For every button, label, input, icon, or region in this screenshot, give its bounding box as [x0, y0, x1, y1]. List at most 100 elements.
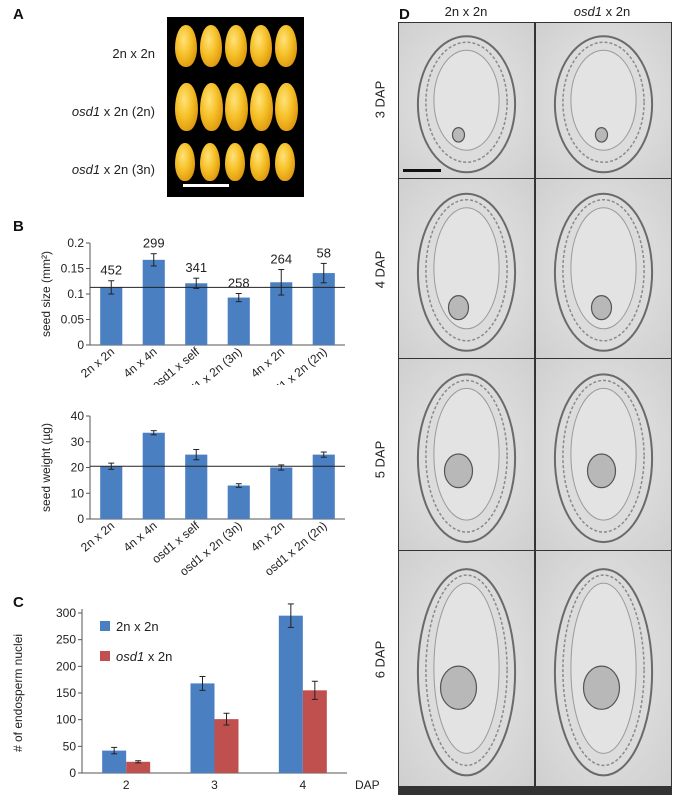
y-tick-label: 0 — [77, 512, 84, 526]
micrograph-cell — [535, 359, 671, 550]
endosperm-cavity — [569, 49, 637, 151]
data-label: 341 — [185, 260, 207, 275]
micrograph-cell — [399, 179, 534, 358]
seed-section-drawing — [416, 373, 517, 544]
micrograph-column-label: osd1 x 2n — [537, 4, 667, 19]
seed-row-label-text: 2n x 2n — [112, 46, 155, 61]
bar — [278, 615, 303, 773]
seed — [250, 83, 273, 131]
seed-inner-layer — [561, 574, 645, 767]
seed — [250, 25, 272, 67]
data-label: 258 — [228, 275, 250, 290]
seed-section-drawing — [553, 192, 653, 352]
bar — [126, 761, 151, 773]
seed-row-label: osd1 x 2n (3n) — [72, 162, 155, 177]
seed-section-drawing — [553, 568, 653, 777]
embryo — [451, 127, 466, 143]
y-tick-label: 0 — [77, 338, 84, 352]
seed-section-drawing — [416, 568, 517, 777]
seed-inner-layer — [561, 198, 645, 342]
seed-inner-layer — [425, 574, 508, 767]
legend-label-prefix: osd1 — [116, 649, 144, 664]
seed — [200, 25, 222, 67]
bar — [102, 750, 127, 773]
embryo — [443, 453, 474, 489]
seed-section-drawing — [553, 373, 653, 544]
y-tick-label: 200 — [56, 659, 76, 673]
y-tick-label: 40 — [71, 409, 85, 423]
legend-swatch — [100, 621, 110, 631]
seed — [175, 25, 197, 67]
y-tick-label: 20 — [71, 461, 85, 475]
embryo — [447, 294, 470, 321]
y-tick-label: 10 — [71, 486, 85, 500]
data-label: 58 — [317, 245, 331, 260]
y-axis-label: seed size (mm²) — [39, 251, 53, 337]
micrograph-cell — [535, 179, 671, 358]
category-label: 4n x 2n — [248, 519, 287, 555]
column-label-text: 2n x 2n — [444, 4, 488, 19]
scale-bar — [183, 184, 229, 187]
x-axis-label: DAP — [355, 778, 380, 792]
bar — [100, 287, 123, 345]
bar — [214, 719, 239, 773]
seed-row-label-prefix: osd1 — [71, 162, 101, 177]
seed-row-label-text: x 2n (2n) — [100, 104, 155, 119]
seed-row-label: osd1 x 2n (2n) — [72, 104, 155, 119]
y-tick-label: 0.15 — [61, 262, 85, 276]
panel-letter-b: B — [13, 218, 24, 235]
seed — [225, 25, 247, 67]
micrograph-row-label: 4 DAP — [372, 250, 388, 289]
y-tick-label: 30 — [71, 435, 85, 449]
seed — [200, 143, 220, 181]
bar — [270, 467, 293, 519]
seed-inner-layer — [425, 198, 508, 342]
data-label: 264 — [270, 252, 292, 267]
embryo — [582, 665, 620, 710]
seed — [275, 143, 295, 181]
endosperm-nuclei-chart: 0 50 100 150 200 250 300 # of endosperm nuclei 2… — [11, 603, 380, 792]
seed — [275, 25, 297, 67]
seed-inner-layer — [561, 379, 645, 533]
seed — [200, 83, 223, 131]
seed — [175, 83, 198, 131]
bar — [312, 454, 335, 519]
bar — [227, 297, 250, 345]
seed — [175, 143, 195, 181]
micrograph-row-label: 5 DAP — [372, 440, 388, 479]
legend-label: 2n x 2n — [116, 619, 159, 634]
category-label: 4n x 4n — [121, 519, 160, 555]
seed-inner-layer — [425, 379, 508, 533]
bar — [227, 485, 250, 519]
scale-bar — [403, 168, 441, 172]
data-label: 452 — [100, 263, 122, 278]
legend-swatch — [100, 651, 110, 661]
bar — [142, 432, 165, 519]
bar — [312, 273, 335, 345]
endosperm-cavity — [433, 387, 500, 521]
seed-inner-layer — [561, 41, 645, 163]
micrograph-row-label: 6 DAP — [372, 640, 388, 679]
column-label-prefix: osd1 — [573, 4, 602, 19]
y-tick-label: 100 — [56, 713, 76, 727]
embryo — [439, 665, 478, 710]
embryo — [594, 127, 608, 143]
seed-photo — [167, 17, 304, 197]
category-label: 3 — [211, 778, 218, 792]
bar — [190, 683, 215, 773]
seed-row-label: 2n x 2n — [112, 46, 155, 61]
seed-row-label-text: x 2n (3n) — [100, 162, 155, 177]
bar — [100, 466, 123, 519]
seed — [275, 83, 298, 131]
micrograph-cell — [535, 23, 671, 178]
endosperm-cavity — [433, 49, 500, 151]
y-tick-label: 250 — [56, 633, 76, 647]
y-tick-label: 300 — [56, 606, 76, 620]
bar — [270, 282, 293, 345]
seed — [225, 143, 245, 181]
micrograph-cell — [399, 359, 534, 550]
micrograph-grid — [398, 22, 672, 795]
endosperm-cavity — [433, 207, 500, 330]
